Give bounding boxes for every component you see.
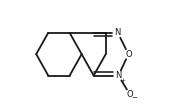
Text: O: O [125, 50, 132, 59]
Text: −: − [132, 95, 137, 101]
Text: N: N [115, 71, 122, 80]
Text: N: N [114, 28, 121, 37]
Text: O: O [126, 90, 133, 99]
Text: +: + [120, 78, 125, 83]
